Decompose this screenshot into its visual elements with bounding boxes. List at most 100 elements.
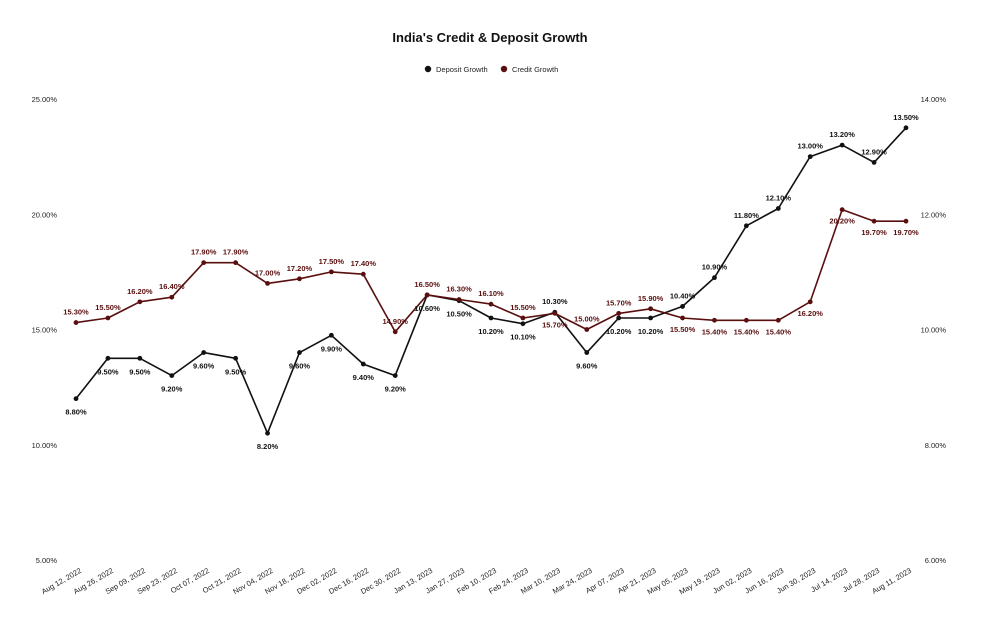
data-point <box>456 297 462 302</box>
deposit-data-label: 9.50% <box>225 367 247 376</box>
data-point <box>360 271 366 277</box>
series-points <box>73 125 909 436</box>
data-point <box>137 355 143 361</box>
credit-data-label: 16.20% <box>127 287 153 296</box>
deposit-data-label: 9.50% <box>97 367 119 376</box>
data-point <box>201 260 207 266</box>
data-point <box>903 125 909 131</box>
deposit-data-label: 11.80% <box>734 211 759 220</box>
credit-data-label: 15.50% <box>510 303 536 312</box>
credit-data-label: 15.00% <box>574 315 600 324</box>
data-point <box>775 317 781 323</box>
legend-label-deposit-growth: Deposit Growth <box>436 65 488 74</box>
credit-data-label: 16.10% <box>478 289 504 298</box>
data-point <box>105 355 111 361</box>
legend: Deposit Growth Credit Growth <box>424 65 558 74</box>
data-point <box>552 310 558 316</box>
deposit-data-label: 9.20% <box>385 385 407 394</box>
data-point <box>488 301 494 307</box>
data-point <box>648 306 654 312</box>
right-y-tick-label: 14.00% <box>921 95 947 104</box>
data-point <box>775 206 781 211</box>
deposit-data-label: 8.80% <box>65 408 87 417</box>
credit-data-label: 16.50% <box>414 280 440 289</box>
deposit-data-label: 12.10% <box>766 193 792 202</box>
series-line-credit-growth <box>75 208 906 333</box>
left-y-tick-label: 5.00% <box>36 556 58 565</box>
credit-data-label: 16.30% <box>446 285 472 294</box>
credit-data-label: 17.20% <box>287 264 313 273</box>
credit-data-label: 15.40% <box>702 327 728 336</box>
legend-marker-credit-growth <box>500 65 508 73</box>
data-point <box>807 299 813 305</box>
credit-data-label: 15.70% <box>542 320 568 329</box>
right-y-tick-label: 8.00% <box>925 441 947 450</box>
credit-data-label: 17.00% <box>255 268 281 277</box>
data-point <box>328 332 334 338</box>
deposit-data-label: 10.30% <box>542 297 568 306</box>
deposit-data-label: 9.60% <box>576 362 598 371</box>
chart-title: India's Credit & Deposit Growth <box>392 30 587 45</box>
credit-data-label: 17.90% <box>223 248 249 257</box>
data-point <box>520 315 526 321</box>
deposit-data-label: 9.50% <box>129 367 151 376</box>
credit-data-label: 16.40% <box>159 282 185 291</box>
data-point <box>424 292 430 298</box>
data-point <box>712 317 717 323</box>
credit-data-label: 15.50% <box>670 325 696 334</box>
deposit-data-label: 10.90% <box>702 263 728 272</box>
data-point <box>105 315 111 321</box>
deposit-data-label: 10.20% <box>478 327 504 336</box>
deposit-data-label: 13.00% <box>798 142 824 151</box>
data-point <box>616 315 622 321</box>
credit-data-label: 14.90% <box>383 317 409 326</box>
left-y-tick-label: 25.00% <box>32 95 58 104</box>
data-point <box>839 142 845 148</box>
deposit-data-label: 9.20% <box>161 385 183 394</box>
series-lines <box>75 127 907 435</box>
deposit-data-label: 12.90% <box>861 147 887 156</box>
deposit-data-label: 10.20% <box>606 327 632 336</box>
deposit-data-label: 9.40% <box>353 373 375 382</box>
credit-data-label: 17.50% <box>319 257 345 266</box>
data-point <box>233 355 239 361</box>
credit-data-label: 15.90% <box>638 294 664 303</box>
data-point <box>871 218 877 224</box>
right-y-tick-label: 6.00% <box>925 556 947 565</box>
data-point <box>680 315 685 321</box>
credit-data-label: 16.20% <box>798 309 824 318</box>
credit-data-label: 17.40% <box>351 259 377 268</box>
data-point <box>648 315 654 321</box>
data-point <box>903 218 909 224</box>
data-point <box>73 396 79 402</box>
data-point <box>712 275 717 281</box>
data-point <box>169 373 175 378</box>
left-y-tick-label: 15.00% <box>32 326 58 335</box>
deposit-data-label: 10.50% <box>446 310 472 319</box>
deposit-data-label: 8.20% <box>257 442 279 451</box>
data-labels: 8.80% 15.30% 9.50% 15.50% 9.50% 16.20% 9.20% 16… <box>63 113 919 451</box>
left-y-tick-label: 20.00% <box>32 210 58 219</box>
deposit-data-label: 13.50% <box>893 113 919 122</box>
deposit-data-label: 9.90% <box>321 344 343 353</box>
data-point <box>520 321 526 327</box>
data-point <box>169 294 175 300</box>
left-y-axis: 5.00% 10.00% 15.00% 20.00% 25.00% <box>32 95 58 565</box>
deposit-data-label: 9.60% <box>193 362 215 371</box>
legend-marker-deposit-growth <box>424 65 432 73</box>
data-point <box>233 260 239 266</box>
credit-data-label: 20.20% <box>829 217 855 226</box>
right-y-axis: 6.00% 8.00% 10.00% 12.00% 14.00% <box>921 95 947 565</box>
right-y-tick-label: 10.00% <box>921 326 947 335</box>
data-point <box>297 350 302 355</box>
data-point <box>488 315 494 321</box>
deposit-data-label: 10.40% <box>670 291 696 300</box>
data-point <box>584 350 590 355</box>
data-point <box>743 317 749 323</box>
right-y-tick-label: 12.00% <box>921 210 947 219</box>
data-point <box>871 159 877 165</box>
deposit-data-label: 10.20% <box>638 327 664 336</box>
data-point <box>328 269 334 275</box>
data-point <box>201 350 207 355</box>
